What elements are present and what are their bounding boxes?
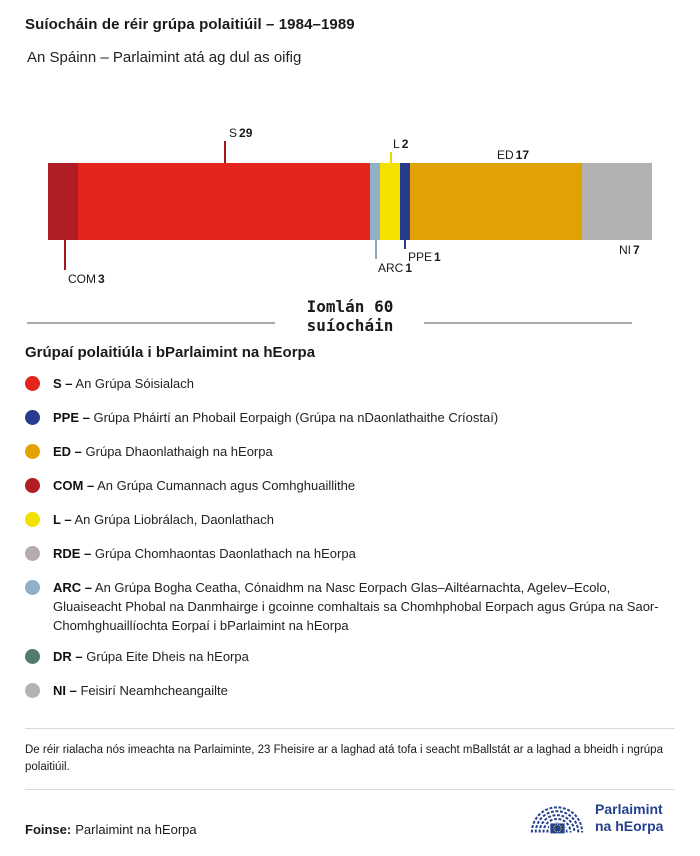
- legend-code: NI –: [53, 683, 77, 698]
- legend-dot-com: [25, 478, 40, 493]
- legend-code: DR –: [53, 649, 83, 664]
- divider: [25, 728, 675, 729]
- legend-label: Grúpa Eite Dheis na hEorpa: [86, 649, 249, 664]
- legend-label: Feisirí Neamhcheangailte: [80, 683, 228, 698]
- bar-segment-s: [78, 163, 371, 240]
- callout-code: L: [393, 137, 400, 151]
- source-label: Foinse:: [25, 822, 72, 837]
- legend-item-com: COM – An Grúpa Cumannach agus Comhghuail…: [25, 476, 665, 495]
- legend-label: An Grúpa Cumannach agus Comhghuaillithe: [97, 478, 356, 493]
- page-subtitle: An Spáinn – Parlaimint atá ag dul as oif…: [27, 49, 302, 66]
- callout-ed: ED 17: [497, 148, 529, 162]
- ep-logo-line1: Parlaimint: [595, 801, 663, 817]
- total-seats-label: Iomlán 60 suíocháin: [0, 297, 700, 335]
- callout-code: COM: [68, 272, 96, 286]
- legend-item-s: S – An Grúpa Sóisialach: [25, 374, 665, 393]
- callout-seats: 7: [633, 243, 640, 257]
- bar-segment-com: [48, 163, 79, 240]
- source-text: Parlaimint na hEorpa: [75, 822, 197, 837]
- legend-item-ed: ED – Grúpa Dhaonlathaigh na hEorpa: [25, 442, 665, 461]
- legend-label: Grúpa Pháirtí an Phobail Eorpaigh (Grúpa…: [93, 410, 499, 425]
- legend-dot-s: [25, 376, 40, 391]
- callout-code: S: [229, 126, 238, 140]
- legend-item-rde: RDE – Grúpa Chomhaontas Daonlathach na h…: [25, 544, 665, 563]
- bar-segment-ed: [410, 163, 582, 240]
- callout-line-com: [64, 240, 66, 270]
- legend-item-dr: DR – Grúpa Eite Dheis na hEorpa: [25, 647, 665, 666]
- legend-code: RDE –: [53, 546, 92, 561]
- ep-logo-line2: na hEorpa: [595, 818, 664, 834]
- total-line2: suíocháin: [306, 316, 394, 335]
- total-divider-right: [424, 322, 632, 324]
- legend-code: ED –: [53, 444, 82, 459]
- callout-code: NI: [619, 243, 631, 257]
- total-divider-left: [27, 322, 275, 324]
- legend-label: An Grúpa Liobrálach, Daonlathach: [74, 512, 274, 527]
- legend-code: S –: [53, 376, 73, 391]
- legend-code: PPE –: [53, 410, 90, 425]
- callout-seats: 3: [98, 272, 105, 286]
- callout-ppe: PPE 1: [408, 250, 441, 264]
- callout-com: COM 3: [68, 272, 105, 286]
- callout-arc: ARC 1: [378, 261, 412, 275]
- legend-item-ppe: PPE – Grúpa Pháirtí an Phobail Eorpaigh …: [25, 408, 665, 427]
- callout-ni: NI 7: [619, 243, 640, 257]
- legend-label: Grúpa Dhaonlathaigh na hEorpa: [85, 444, 273, 459]
- callout-seats: 29: [239, 126, 253, 140]
- legend-dot-dr: [25, 649, 40, 664]
- callout-code: ARC: [378, 261, 404, 275]
- ep-logo: Parlaimint na hEorpa: [528, 795, 663, 841]
- callout-seats: 17: [515, 148, 530, 162]
- legend-dot-l: [25, 512, 40, 527]
- ep-logo-text: Parlaimint na hEorpa: [595, 801, 663, 835]
- legend-dot-ni: [25, 683, 40, 698]
- legend-item-ni: NI – Feisirí Neamhcheangailte: [25, 681, 665, 700]
- legend-item-l: L – An Grúpa Liobrálach, Daonlathach: [25, 510, 665, 529]
- ep-hemicycle-icon: [530, 806, 584, 835]
- callout-s: S 29: [229, 126, 252, 140]
- divider: [25, 789, 675, 790]
- legend-dot-ppe: [25, 410, 40, 425]
- bar-segment-l: [380, 163, 401, 240]
- legend-dot-ed: [25, 444, 40, 459]
- legend-code: L –: [53, 512, 72, 527]
- legend-dot-rde: [25, 546, 40, 561]
- callout-seats: 1: [434, 250, 441, 264]
- legend-label: An Grúpa Sóisialach: [75, 376, 194, 391]
- bar-segment-ni: [581, 163, 653, 240]
- callout-line-ppe: [404, 240, 406, 249]
- legend-code: ARC –: [53, 580, 93, 595]
- legend-code: COM –: [53, 478, 95, 493]
- stacked-bar: [48, 163, 653, 240]
- legend-label: An Grúpa Bogha Ceatha, Cónaidhm na Nasc …: [53, 580, 659, 633]
- footnote: De réir rialacha nós imeachta na Parlaim…: [25, 744, 663, 773]
- bar-segment-arc: [370, 163, 381, 240]
- source: Foinse: Parlaimint na hEorpa: [25, 822, 197, 837]
- callout-line-l: [390, 152, 392, 163]
- callout-code: ED: [497, 148, 514, 162]
- callout-line-s: [224, 141, 226, 163]
- callout-line-arc: [375, 240, 377, 259]
- legend-label: Grúpa Chomhaontas Daonlathach na hEorpa: [94, 546, 356, 561]
- page-title: Suíocháin de réir grúpa polaitiúil – 198…: [25, 16, 355, 33]
- legend-heading: Grúpaí polaitiúla i bParlaimint na hEorp…: [25, 344, 316, 361]
- callout-code: PPE: [408, 250, 433, 264]
- legend-dot-arc: [25, 580, 40, 595]
- legend-item-arc: ARC – An Grúpa Bogha Ceatha, Cónaidhm na…: [25, 578, 665, 635]
- total-line1: Iomlán 60: [306, 297, 394, 316]
- bar-segment-ppe: [400, 163, 411, 240]
- eu-flag-icon: [549, 822, 566, 835]
- callout-seats: 2: [401, 137, 409, 151]
- callout-seats: 1: [405, 261, 413, 275]
